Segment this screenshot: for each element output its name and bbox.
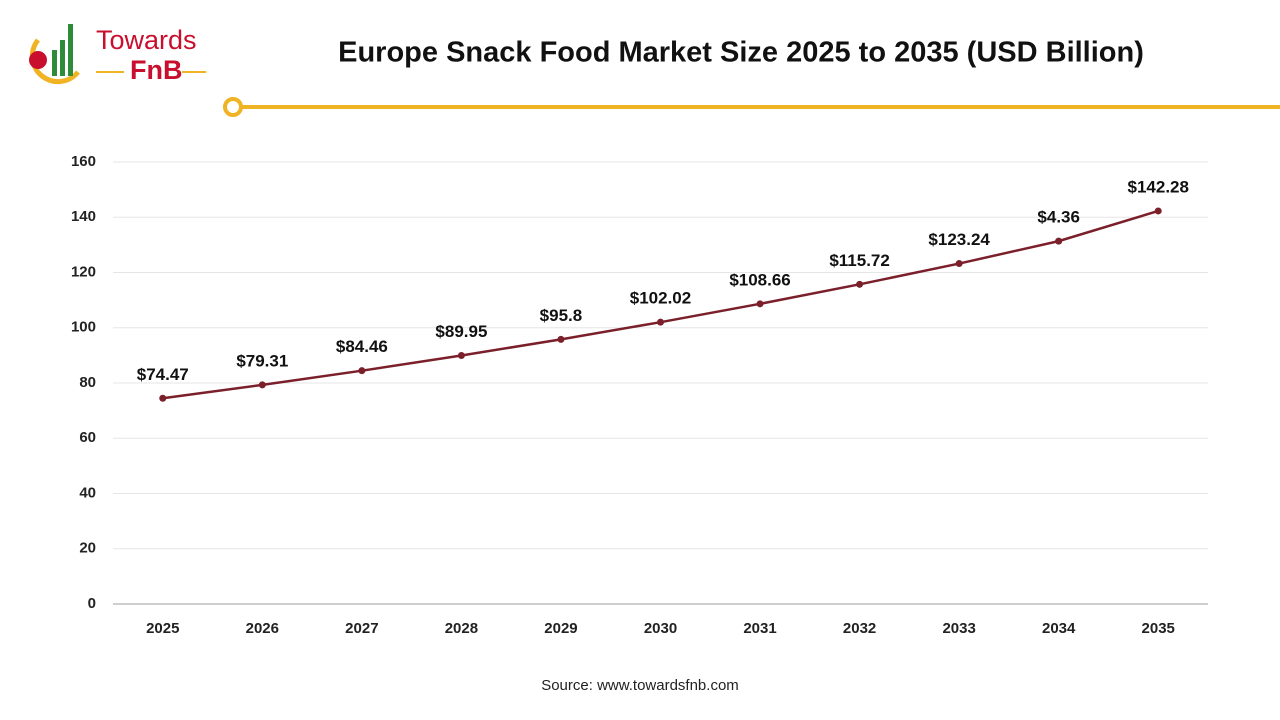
x-tick-label: 2028 xyxy=(445,620,478,637)
x-tick-label: 2027 xyxy=(345,620,378,637)
y-tick-label: 0 xyxy=(88,595,96,612)
point xyxy=(856,280,864,288)
x-tick-label: 2031 xyxy=(743,620,776,637)
logo-bar xyxy=(68,24,73,76)
logo-dot xyxy=(29,51,47,69)
y-tick-label: 160 xyxy=(71,153,96,170)
point xyxy=(1055,237,1063,245)
data-label: $142.28 xyxy=(1128,177,1189,196)
x-tick-label: 2033 xyxy=(942,620,975,637)
chart-title: Europe Snack Food Market Size 2025 to 20… xyxy=(338,37,1144,69)
x-tick-label: 2029 xyxy=(544,620,577,637)
point xyxy=(557,335,565,343)
data-label: $74.47 xyxy=(137,365,189,384)
logo-bar xyxy=(52,50,57,76)
y-tick-label: 20 xyxy=(79,540,96,557)
point xyxy=(756,300,764,308)
x-tick-label: 2030 xyxy=(644,620,677,637)
data-label: $108.66 xyxy=(729,270,790,289)
point xyxy=(358,367,366,375)
y-tick-label: 40 xyxy=(79,484,96,501)
data-label: $79.31 xyxy=(236,351,288,370)
x-tick-label: 2025 xyxy=(146,620,179,637)
data-label: $84.46 xyxy=(336,337,388,356)
logo: Towards FnB xyxy=(29,24,206,85)
y-tick-label: 140 xyxy=(71,208,96,225)
logo-text: Towards xyxy=(96,25,197,55)
point xyxy=(955,260,963,268)
point xyxy=(258,381,266,389)
point xyxy=(1154,207,1162,215)
x-tick-label: 2035 xyxy=(1142,620,1175,637)
y-tick-label: 100 xyxy=(71,319,96,336)
x-tick-label: 2026 xyxy=(246,620,279,637)
source: Source: www.towardsfnb.com xyxy=(541,677,739,694)
point xyxy=(457,352,465,360)
x-tick-label: 2034 xyxy=(1042,620,1076,637)
y-tick-label: 80 xyxy=(79,374,96,391)
logo-bar xyxy=(60,40,65,76)
data-label: $102.02 xyxy=(630,289,691,308)
data-label: $115.72 xyxy=(829,251,890,270)
logo-arc xyxy=(29,38,80,85)
point xyxy=(159,394,167,402)
data-label: $89.95 xyxy=(435,322,487,341)
x-tick-label: 2032 xyxy=(843,620,876,637)
y-tick-label: 60 xyxy=(79,429,96,446)
header-rule-dot xyxy=(223,97,243,117)
point xyxy=(657,318,664,326)
y-tick-label: 120 xyxy=(71,263,96,280)
data-label: $123.24 xyxy=(928,230,990,249)
data-label: $95.8 xyxy=(540,306,583,325)
data-label: $4.36 xyxy=(1037,208,1080,227)
logo-text: FnB xyxy=(130,55,182,85)
